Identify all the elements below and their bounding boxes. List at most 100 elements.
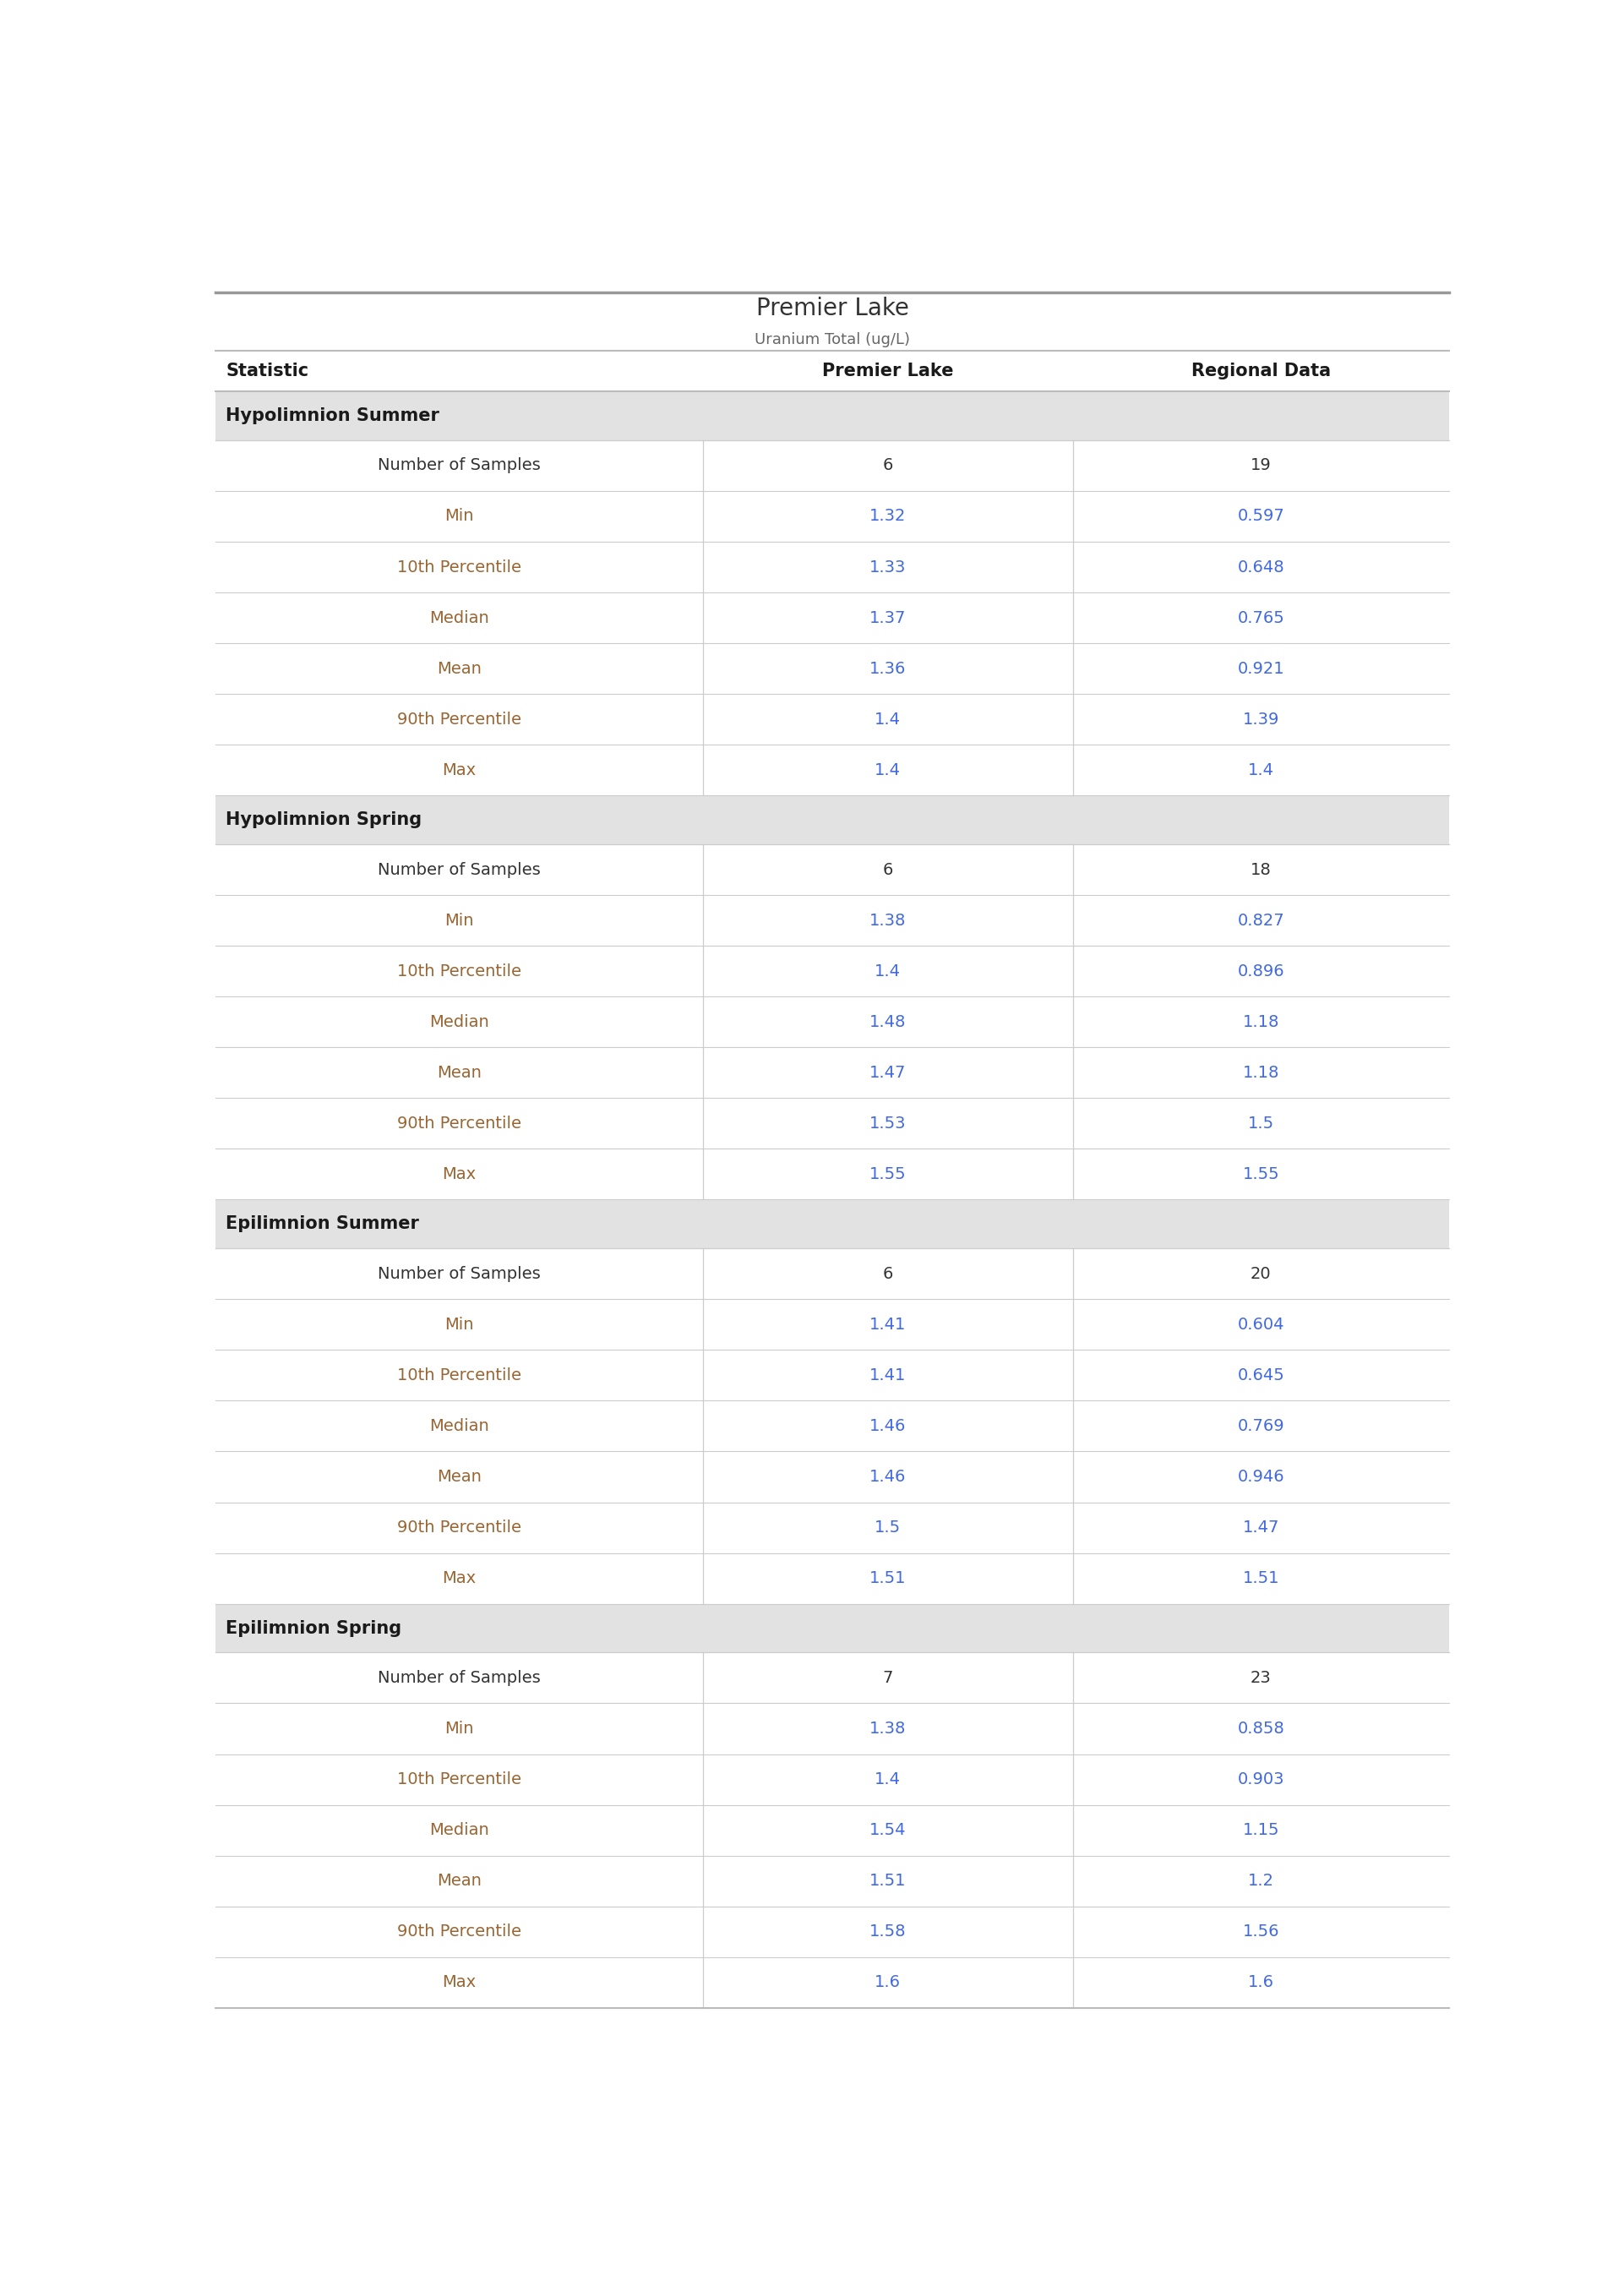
Text: Regional Data: Regional Data (1190, 363, 1330, 379)
Text: 1.38: 1.38 (869, 1721, 906, 1737)
Text: 1.15: 1.15 (1242, 1823, 1280, 1839)
Text: 0.769: 0.769 (1237, 1419, 1285, 1435)
Text: 0.896: 0.896 (1237, 962, 1285, 978)
Bar (216, 1249, 1449, 1298)
Bar (216, 1603, 1449, 1653)
Text: Max: Max (442, 1167, 476, 1183)
Text: 10th Percentile: 10th Percentile (398, 1367, 521, 1382)
Text: 1.55: 1.55 (1242, 1167, 1280, 1183)
Text: 20: 20 (1250, 1267, 1272, 1283)
Text: Mean: Mean (437, 1469, 482, 1485)
Text: 1.39: 1.39 (1242, 711, 1280, 726)
Text: 10th Percentile: 10th Percentile (398, 558, 521, 574)
Text: 1.4: 1.4 (875, 1771, 901, 1786)
Text: 18: 18 (1250, 863, 1272, 878)
Text: 1.2: 1.2 (1247, 1873, 1273, 1889)
Bar (216, 947, 1449, 997)
Text: 1.36: 1.36 (869, 661, 906, 676)
Bar (216, 1099, 1449, 1149)
Bar (216, 1855, 1449, 1907)
Text: Mean: Mean (437, 661, 482, 676)
Text: 1.47: 1.47 (869, 1065, 906, 1081)
Bar (216, 1351, 1449, 1401)
Text: 1.41: 1.41 (869, 1367, 906, 1382)
Text: 1.38: 1.38 (869, 913, 906, 928)
Text: Statistic: Statistic (226, 363, 309, 379)
Bar (216, 1199, 1449, 1249)
Bar (216, 490, 1449, 543)
Bar (216, 1401, 1449, 1451)
Bar (216, 894, 1449, 947)
Text: Median: Median (429, 1015, 489, 1031)
Bar (216, 695, 1449, 745)
Text: Max: Max (442, 1571, 476, 1587)
Text: 0.604: 0.604 (1237, 1317, 1285, 1332)
Bar (216, 440, 1449, 490)
Text: 1.51: 1.51 (1242, 1571, 1280, 1587)
Text: 1.54: 1.54 (869, 1823, 906, 1839)
Bar (216, 1907, 1449, 1957)
Text: 1.5: 1.5 (875, 1519, 901, 1535)
Bar (216, 1653, 1449, 1702)
Text: 1.33: 1.33 (869, 558, 906, 574)
Bar (216, 844, 1449, 894)
Text: 1.18: 1.18 (1242, 1015, 1280, 1031)
Text: Epilimnion Summer: Epilimnion Summer (226, 1214, 419, 1233)
Text: 1.48: 1.48 (869, 1015, 906, 1031)
Bar (216, 1451, 1449, 1503)
Text: 23: 23 (1250, 1671, 1272, 1687)
Text: 1.51: 1.51 (869, 1571, 906, 1587)
Text: 1.53: 1.53 (869, 1115, 906, 1130)
Text: 90th Percentile: 90th Percentile (398, 1115, 521, 1130)
Bar (216, 1298, 1449, 1351)
Text: Number of Samples: Number of Samples (378, 459, 541, 474)
Text: Min: Min (445, 1317, 474, 1332)
Text: 1.6: 1.6 (1247, 1975, 1273, 1991)
Text: 0.827: 0.827 (1237, 913, 1285, 928)
Bar (216, 1702, 1449, 1755)
Text: 1.4: 1.4 (875, 763, 901, 779)
Text: Min: Min (445, 508, 474, 524)
Text: 90th Percentile: 90th Percentile (398, 711, 521, 726)
Text: 0.946: 0.946 (1237, 1469, 1285, 1485)
Text: 1.46: 1.46 (869, 1419, 906, 1435)
Text: Min: Min (445, 1721, 474, 1737)
Bar (216, 1503, 1449, 1553)
Bar (216, 997, 1449, 1046)
Text: 0.765: 0.765 (1237, 611, 1285, 627)
Text: 1.4: 1.4 (1247, 763, 1273, 779)
Text: 1.18: 1.18 (1242, 1065, 1280, 1081)
Text: Hypolimnion Spring: Hypolimnion Spring (226, 810, 422, 829)
Text: 1.6: 1.6 (875, 1975, 901, 1991)
Text: 1.47: 1.47 (1242, 1519, 1280, 1535)
Text: 0.597: 0.597 (1237, 508, 1285, 524)
Text: 0.903: 0.903 (1237, 1771, 1285, 1786)
Text: 0.921: 0.921 (1237, 661, 1285, 676)
Text: 1.5: 1.5 (1247, 1115, 1275, 1130)
Text: Median: Median (429, 1823, 489, 1839)
Text: Epilimnion Spring: Epilimnion Spring (226, 1621, 401, 1637)
Text: 1.37: 1.37 (869, 611, 906, 627)
Text: 10th Percentile: 10th Percentile (398, 1771, 521, 1786)
Text: 90th Percentile: 90th Percentile (398, 1519, 521, 1535)
Text: 6: 6 (882, 863, 893, 878)
Text: 6: 6 (882, 459, 893, 474)
Text: 1.4: 1.4 (875, 962, 901, 978)
Text: Number of Samples: Number of Samples (378, 863, 541, 878)
Text: 1.41: 1.41 (869, 1317, 906, 1332)
Bar (216, 1805, 1449, 1855)
Text: Max: Max (442, 763, 476, 779)
Text: 7: 7 (882, 1671, 893, 1687)
Bar (216, 1553, 1449, 1603)
Text: 0.648: 0.648 (1237, 558, 1285, 574)
Text: 0.645: 0.645 (1237, 1367, 1285, 1382)
Bar (216, 592, 1449, 642)
Text: 1.51: 1.51 (869, 1873, 906, 1889)
Text: Uranium Total (ug/L): Uranium Total (ug/L) (755, 331, 909, 347)
Text: 1.32: 1.32 (869, 508, 906, 524)
Bar (216, 1149, 1449, 1199)
Text: 6: 6 (882, 1267, 893, 1283)
Bar (216, 1957, 1449, 2009)
Bar (216, 390, 1449, 440)
Bar (216, 543, 1449, 592)
